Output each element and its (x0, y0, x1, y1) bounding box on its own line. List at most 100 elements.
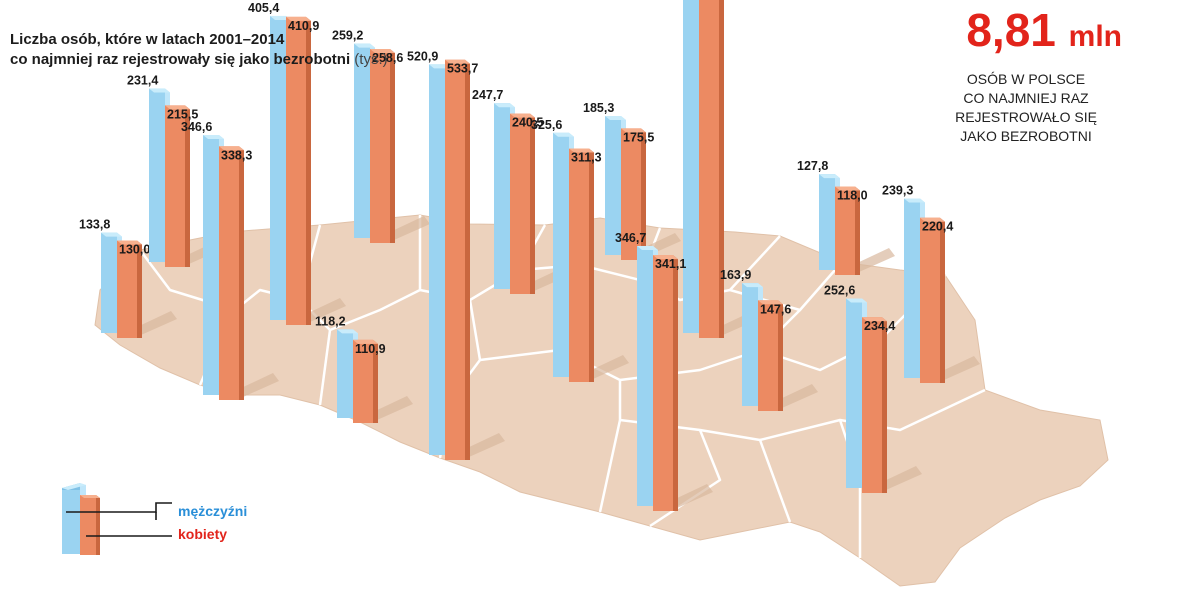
region-bar-pair: 118,2 110,9 (315, 314, 413, 423)
bar-men (337, 329, 353, 418)
region-bar-pair: 127,8 118,0 (797, 159, 895, 275)
bar-women-top (835, 186, 860, 191)
region-bar-pair: 163,9 147,6 (720, 268, 818, 411)
bar-men-top (101, 232, 122, 237)
region-bar-pair: 405,4 410,9 (248, 1, 346, 325)
bar-women-side (641, 128, 646, 260)
summary-line-2: CO NAJMNIEJ RAZ (963, 90, 1089, 106)
bar-men-top (846, 298, 867, 303)
label-women: 147,6 (760, 302, 791, 316)
bar-women-top (370, 49, 395, 54)
bar-women (370, 49, 390, 243)
bar-women-top (117, 240, 142, 245)
label-men: 239,3 (882, 184, 913, 198)
bar-women-side (855, 186, 860, 275)
summary-line-4: JAKO BEZROBOTNI (960, 128, 1092, 144)
bar-shadow (589, 355, 629, 379)
bar-men (637, 245, 653, 506)
bar-men (819, 174, 835, 270)
label-women: 234,4 (864, 319, 895, 333)
bar-women-top (920, 217, 945, 222)
legend-swatch (62, 483, 172, 555)
summary-line-3: REJESTROWAŁO SIĘ (955, 109, 1097, 125)
bar-women-side (306, 16, 311, 325)
bar-men-top (270, 15, 291, 20)
bar-women-top (653, 255, 678, 260)
bar-women-side (673, 255, 678, 511)
label-men: 185,3 (583, 101, 614, 115)
title-line-1: Liczba osób, które w latach 2001–2014 (10, 31, 285, 48)
label-men: 231,4 (127, 73, 158, 87)
label-men: 133,8 (79, 218, 110, 232)
bar-women-side (185, 105, 190, 267)
bar-shadow (465, 433, 505, 457)
label-women: 311,3 (571, 151, 602, 165)
label-women: 220,4 (922, 220, 953, 234)
bar-men (429, 64, 445, 455)
summary-unit: mln (1068, 20, 1122, 53)
bar-men (203, 135, 219, 396)
bar-women-side (373, 339, 378, 423)
bar-men (494, 103, 510, 289)
bar-women-top (353, 339, 378, 344)
bar-shadow (940, 356, 980, 380)
bar-men (354, 43, 370, 238)
bar-women-top (569, 148, 594, 153)
bar-men (605, 116, 621, 256)
label-men: 118,2 (315, 314, 346, 328)
summary-value-block: 8,81 mln (966, 2, 1122, 65)
bar-women (862, 317, 882, 493)
bar-women (165, 105, 185, 267)
label-women: 410,9 (288, 19, 319, 33)
label-women: 110,9 (355, 342, 386, 356)
bar-women-top (510, 113, 535, 118)
bar-women (117, 240, 137, 338)
title-unit: (tys.) (354, 51, 388, 68)
bar-women (286, 16, 306, 325)
legend-men: mężczyźni (178, 503, 248, 519)
bar-men-top (354, 43, 375, 48)
region-bar-pair: 346,7 341,1 (615, 231, 713, 511)
label-men: 405,4 (248, 1, 279, 15)
bar-men-top (337, 329, 358, 334)
bar-women (835, 186, 855, 275)
bar-women-side (239, 146, 244, 400)
label-women: 338,3 (221, 148, 252, 162)
region-bar-pair: 239,3 220,4 (882, 184, 980, 383)
region-bar-pair: 520,9 533,7 (407, 49, 505, 460)
bar-women-side (719, 0, 724, 338)
bar-men (270, 15, 286, 320)
bar-shadow (673, 484, 713, 508)
bar-women (758, 300, 778, 411)
region-bar-pair: 577,4546,4 (683, 0, 759, 338)
bar-women (219, 146, 239, 400)
bar-men-top (742, 283, 763, 288)
label-men: 127,8 (797, 159, 828, 173)
bar-women (353, 339, 373, 423)
bar-shadow (137, 311, 177, 335)
bar-women-top (219, 146, 244, 151)
region-bar-pair: 185,3 175,5 (583, 101, 681, 260)
bar-shadow (306, 298, 346, 322)
bar-men-top (429, 64, 450, 69)
label-men: 247,7 (472, 88, 503, 102)
bar-men-top (553, 132, 574, 137)
bar-men (101, 232, 117, 333)
bar-women-top (165, 105, 190, 110)
label-men: 520,9 (407, 49, 438, 63)
bar-men (846, 298, 862, 488)
label-women: 240,5 (512, 116, 543, 130)
bar-women-side (589, 148, 594, 382)
title-line-2: co najmniej raz rejestrowały się jako be… (10, 51, 351, 68)
bar-men-top (494, 103, 515, 108)
bar-shadow (373, 396, 413, 420)
bar-shadow (882, 466, 922, 490)
label-women: 175,5 (623, 130, 654, 144)
bar-women-side (465, 59, 470, 460)
region-bar-pair: 325,6 311,3 (531, 118, 629, 382)
bar-women-top (862, 317, 887, 322)
bar-women (621, 128, 641, 260)
region-bar-pair: 133,8 130,0 (79, 218, 177, 338)
label-women: 118,0 (837, 189, 868, 203)
